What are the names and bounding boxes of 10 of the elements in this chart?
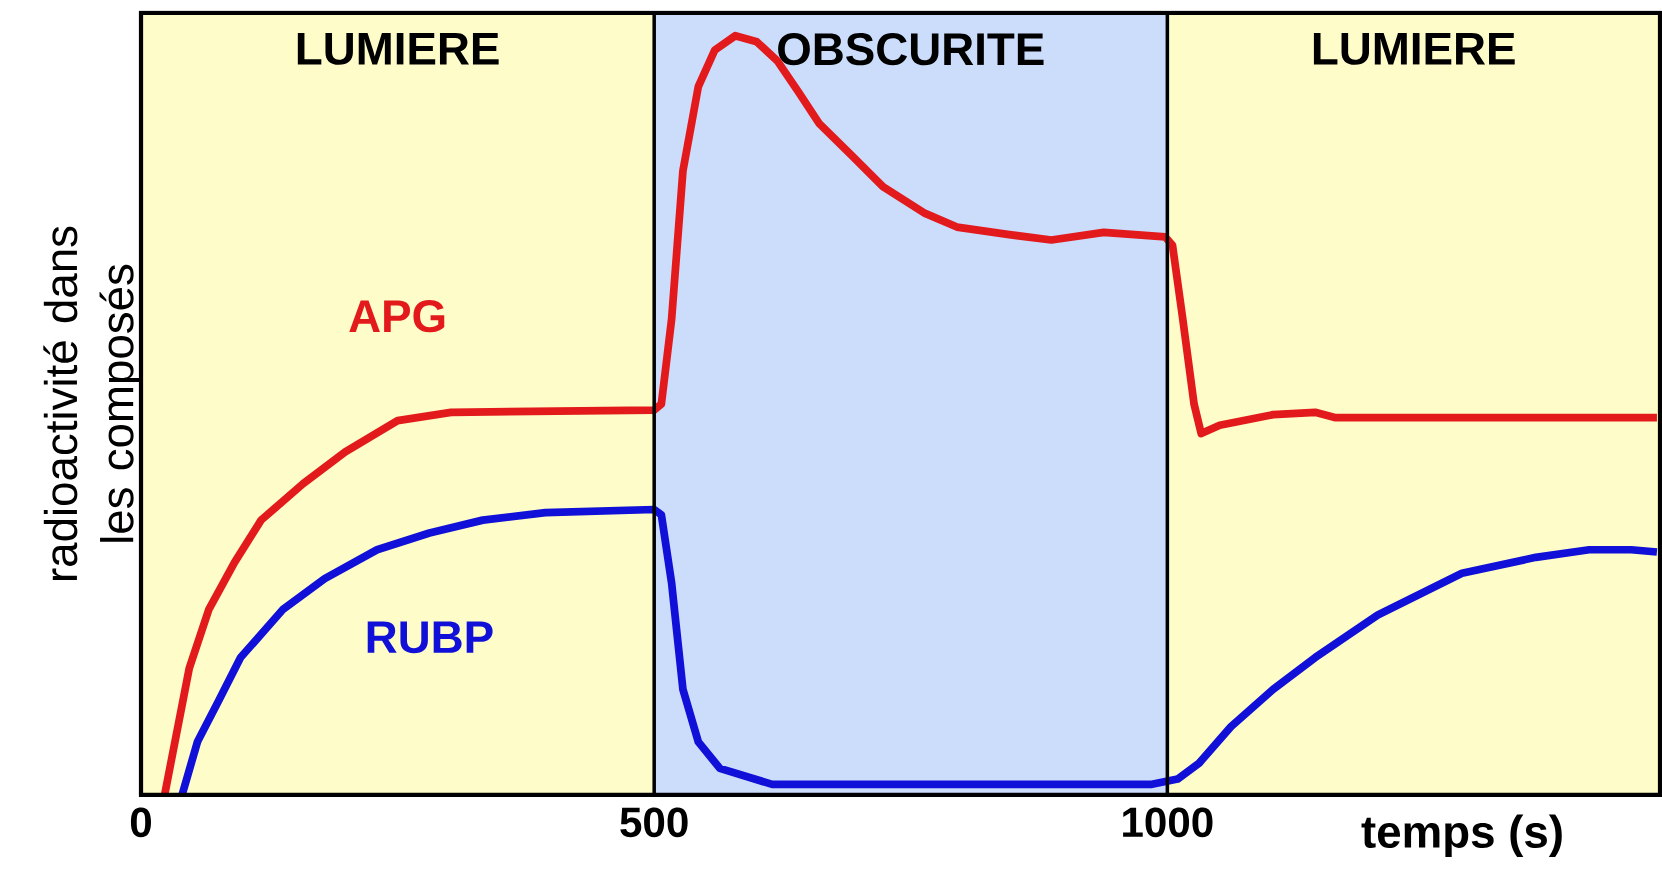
- x-axis-title: temps (s): [1361, 814, 1562, 858]
- band-label: LUMIERE: [297, 33, 499, 65]
- x-tick-label: 500: [620, 807, 688, 838]
- x-tick-label: 0: [130, 807, 151, 838]
- y-axis-title: radioactivité dans les composés: [43, 226, 143, 581]
- band-label: OBSCURITE: [778, 32, 1044, 66]
- series-label: RUBP: [367, 621, 493, 654]
- series-label: APG: [349, 299, 445, 333]
- x-tick-label: 1000: [1123, 807, 1213, 838]
- band-label: LUMIERE: [1313, 33, 1515, 65]
